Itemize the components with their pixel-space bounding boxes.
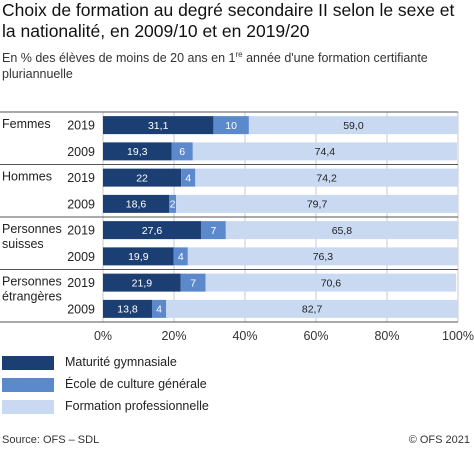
bar-segment <box>103 221 201 240</box>
data-label: 22 <box>136 172 148 184</box>
data-label: 4 <box>156 304 162 316</box>
x-tick-label: 60% <box>303 329 328 343</box>
bar-segment <box>103 116 214 135</box>
data-label: 76,3 <box>313 251 334 263</box>
data-label: 74,4 <box>315 146 336 158</box>
year-label: 2009 <box>67 302 95 316</box>
legend-swatch <box>2 356 54 370</box>
data-label: 21,9 <box>132 277 153 289</box>
copyright-note: © OFS 2021 <box>408 434 470 446</box>
year-label: 2009 <box>67 250 95 264</box>
data-label: 65,8 <box>332 225 353 237</box>
data-label: 19,9 <box>128 251 149 263</box>
category-label: Personnes <box>2 222 62 236</box>
bar-segment <box>103 142 172 161</box>
bar-segment <box>176 194 458 213</box>
data-label: 74,2 <box>316 172 337 184</box>
bar-segment <box>192 142 457 161</box>
bar-segment <box>103 194 170 213</box>
category-label: Femmes <box>2 117 51 131</box>
chart-subtitle: En % des élèves de moins de 20 ans en 1r… <box>2 50 428 82</box>
legend-item: École de culture générale <box>0 377 300 392</box>
legend-label: École de culture générale <box>65 377 207 391</box>
source-note: Source: OFS – SDL <box>2 434 100 446</box>
data-label: 27,6 <box>142 225 163 237</box>
legend-label: Maturité gymnasiale <box>65 355 177 369</box>
data-label: 59,0 <box>343 120 364 132</box>
bar-segment <box>187 247 458 266</box>
data-label: 2 <box>170 199 176 211</box>
bar-segment <box>213 116 249 135</box>
bar-segment <box>171 142 193 161</box>
data-label: 10 <box>225 120 237 132</box>
bar-segment <box>103 168 182 187</box>
category-label: Hommes <box>2 170 52 184</box>
bar-segment <box>151 299 167 318</box>
data-label: 82,7 <box>302 304 323 316</box>
bar-segment <box>103 247 174 266</box>
chart-title: Choix de formation au degré secondaire I… <box>2 0 455 41</box>
bar-segment <box>180 273 206 292</box>
stacked-bar-chart: 0% 20% 40% 60% 80% 100% Femmes 2019 31,1 10 59,0 20… <box>0 111 474 343</box>
bar-segment <box>248 116 458 135</box>
year-label: 2019 <box>67 224 95 238</box>
year-label: 2009 <box>67 197 95 211</box>
x-tick-label: 0% <box>94 329 112 343</box>
bar-segment <box>169 194 177 213</box>
legend-label: Formation professionnelle <box>65 399 209 413</box>
x-tick-label: 80% <box>374 329 399 343</box>
category-label: étrangères <box>2 290 62 304</box>
x-tick-label: 40% <box>232 329 257 343</box>
year-label: 2019 <box>67 171 95 185</box>
category-label: Personnes <box>2 275 62 289</box>
bar-segment <box>205 273 457 292</box>
bar-segment <box>200 221 226 240</box>
legend-item: Formation professionnelle <box>0 399 300 414</box>
data-label: 18,6 <box>126 199 147 211</box>
bar-segment <box>166 299 458 318</box>
bar-segment <box>181 168 196 187</box>
data-label: 70,6 <box>321 277 342 289</box>
category-label: suisses <box>2 237 44 251</box>
bar-segment <box>195 168 459 187</box>
legend-item: Maturité gymnasiale <box>0 355 300 370</box>
year-label: 2019 <box>67 119 95 133</box>
data-label: 6 <box>179 146 185 158</box>
data-label: 79,7 <box>307 199 328 211</box>
year-label: 2019 <box>67 276 95 290</box>
data-label: 13,8 <box>117 304 138 316</box>
data-label: 4 <box>178 251 184 263</box>
legend-swatch <box>2 378 54 392</box>
data-label: 7 <box>210 225 216 237</box>
data-label: 31,1 <box>148 120 169 132</box>
bar-segment <box>103 273 181 292</box>
data-label: 7 <box>190 277 196 289</box>
x-tick-label: 20% <box>161 329 186 343</box>
data-label: 4 <box>185 172 191 184</box>
data-label: 19,3 <box>127 146 148 158</box>
bar-segment <box>173 247 188 266</box>
x-tick-label: 100% <box>442 329 474 343</box>
year-label: 2009 <box>67 145 95 159</box>
bar-segment <box>103 299 152 318</box>
legend-swatch <box>2 400 54 414</box>
bar-segment <box>225 221 458 240</box>
